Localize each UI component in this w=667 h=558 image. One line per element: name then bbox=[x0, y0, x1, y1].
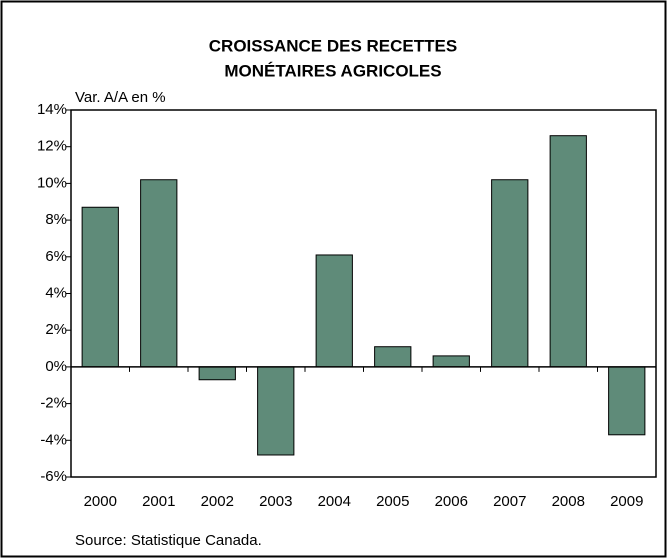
bar bbox=[81, 206, 119, 368]
chart-title: MONÉTAIRES AGRICOLES bbox=[224, 61, 441, 80]
chart-title: CROISSANCE DES RECETTES bbox=[209, 36, 457, 55]
bar bbox=[140, 179, 178, 368]
x-tick-label: 2007 bbox=[493, 493, 526, 510]
x-tick-label: 2002 bbox=[201, 493, 234, 510]
bar bbox=[315, 254, 353, 368]
bar bbox=[198, 366, 236, 381]
x-tick-label: 2000 bbox=[84, 493, 117, 510]
y-tick-label: -4% bbox=[40, 431, 67, 448]
x-tick-label: 2008 bbox=[552, 493, 585, 510]
y-tick-label: 6% bbox=[45, 248, 67, 265]
bar bbox=[608, 366, 646, 436]
x-tick-label: 2001 bbox=[142, 493, 175, 510]
y-tick-label: 10% bbox=[37, 174, 67, 191]
x-tick-label: 2005 bbox=[376, 493, 409, 510]
y-tick-label: 4% bbox=[45, 284, 67, 301]
y-tick-label: 0% bbox=[45, 358, 67, 375]
y-tick-label: -6% bbox=[40, 468, 67, 485]
y-tick-label: 2% bbox=[45, 321, 67, 338]
source: Source: Statistique Canada. bbox=[75, 532, 262, 549]
y-tick-label: -2% bbox=[40, 395, 67, 412]
y-axis-label: Var. A/A en % bbox=[75, 89, 166, 106]
bar bbox=[491, 179, 529, 368]
bar bbox=[257, 366, 295, 456]
x-tick-label: 2004 bbox=[318, 493, 351, 510]
x-tick-label: 2006 bbox=[435, 493, 468, 510]
y-tick-label: 8% bbox=[45, 211, 67, 228]
bar bbox=[374, 346, 412, 368]
y-tick-label: 12% bbox=[37, 138, 67, 155]
bar bbox=[549, 135, 587, 368]
bar bbox=[432, 355, 470, 368]
x-tick-label: 2009 bbox=[610, 493, 643, 510]
x-tick-label: 2003 bbox=[259, 493, 292, 510]
y-tick-label: 14% bbox=[37, 101, 67, 118]
